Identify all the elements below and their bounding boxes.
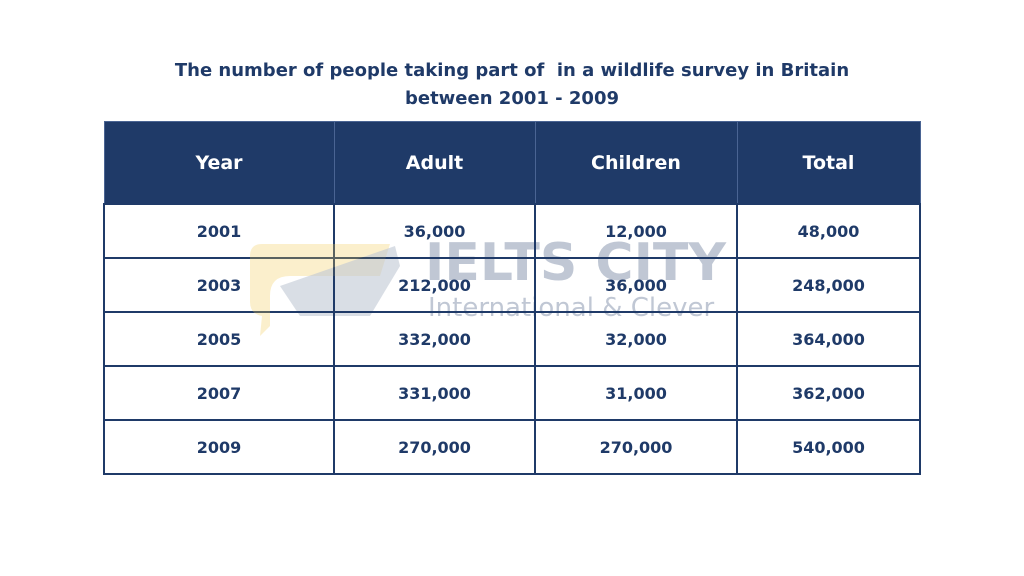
title: The number of people taking part of in a… bbox=[0, 57, 1024, 113]
table-cell: 270,000 bbox=[333, 419, 536, 475]
table: Year Adult Children Total 2001 36,000 12,000 48… bbox=[103, 121, 921, 475]
table-body: 2001 36,000 12,000 48,000 2003 212,000 36,000 2… bbox=[103, 203, 921, 475]
table-cell: 12,000 bbox=[534, 203, 738, 259]
table-cell: 540,000 bbox=[736, 419, 921, 475]
header-row: Year Adult Children Total bbox=[103, 121, 921, 205]
table-row: 2007 331,000 31,000 362,000 bbox=[103, 365, 921, 421]
table-cell: 2007 bbox=[103, 365, 335, 421]
table-cell: 331,000 bbox=[333, 365, 536, 421]
table-row: 2003 212,000 36,000 248,000 bbox=[103, 257, 921, 313]
column-header: Adult bbox=[333, 121, 536, 205]
table-cell: 362,000 bbox=[736, 365, 921, 421]
table-row: 2009 270,000 270,000 540,000 bbox=[103, 419, 921, 475]
table-row: 2001 36,000 12,000 48,000 bbox=[103, 203, 921, 259]
table-cell: 31,000 bbox=[534, 365, 738, 421]
column-header: Total bbox=[736, 121, 921, 205]
table-cell: 32,000 bbox=[534, 311, 738, 367]
table-cell: 248,000 bbox=[736, 257, 921, 313]
table-cell: 2009 bbox=[103, 419, 335, 475]
table-cell: 2005 bbox=[103, 311, 335, 367]
table-cell: 364,000 bbox=[736, 311, 921, 367]
table-cell: 2003 bbox=[103, 257, 335, 313]
table-cell: 2001 bbox=[103, 203, 335, 259]
table-cell: 270,000 bbox=[534, 419, 738, 475]
table-cell: 212,000 bbox=[333, 257, 536, 313]
table-cell: 332,000 bbox=[333, 311, 536, 367]
title-line: between 2001 - 2009 bbox=[404, 88, 620, 109]
column-header: Year bbox=[103, 121, 335, 205]
table-cell: 48,000 bbox=[736, 203, 921, 259]
table-cell: 36,000 bbox=[534, 257, 738, 313]
table-row: 2005 332,000 32,000 364,000 bbox=[103, 311, 921, 367]
column-header: Children bbox=[534, 121, 738, 205]
table-cell: 36,000 bbox=[333, 203, 536, 259]
title-line: The number of people taking part of in a… bbox=[174, 60, 850, 81]
